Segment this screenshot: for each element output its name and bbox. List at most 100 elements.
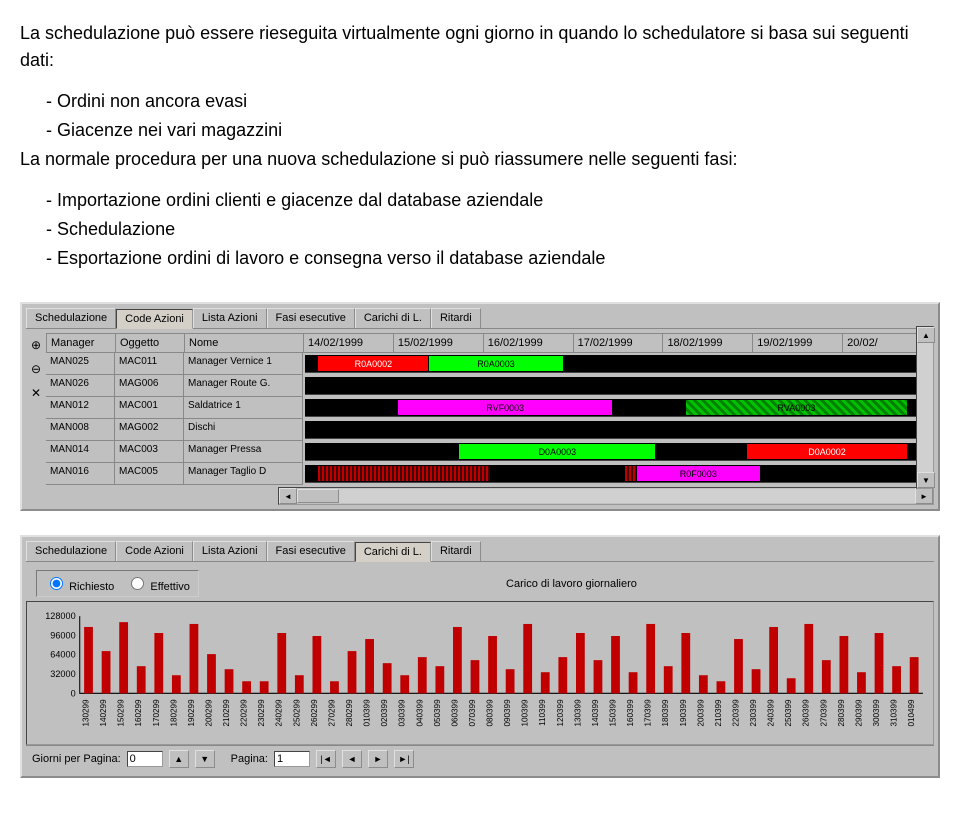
- svg-text:260299: 260299: [310, 699, 319, 727]
- row-cell: MAN026: [46, 375, 115, 397]
- tab-carichi-di-l.[interactable]: Carichi di L.: [355, 542, 431, 562]
- svg-text:160299: 160299: [134, 699, 143, 727]
- vertical-scrollbar[interactable]: ▲ ▼: [916, 326, 934, 489]
- gantt-row: MAN026MAG006Manager Route G.: [46, 375, 934, 397]
- gantt-bar[interactable]: R0F0003: [636, 465, 761, 482]
- chart-bar: [172, 675, 181, 693]
- chart-bar: [717, 681, 726, 693]
- gantt-header: ManagerOggettoNome14/02/199915/02/199916…: [46, 333, 934, 353]
- svg-text:128000: 128000: [45, 611, 75, 621]
- svg-text:140299: 140299: [99, 699, 108, 727]
- chart-bar: [875, 633, 884, 693]
- gantt-track: [305, 421, 918, 439]
- tab-schedulazione[interactable]: Schedulazione: [26, 541, 116, 561]
- close-icon[interactable]: ✕: [28, 385, 44, 401]
- svg-text:290399: 290399: [854, 699, 863, 727]
- chart-bar: [400, 675, 409, 693]
- page-last-button[interactable]: ►|: [394, 750, 414, 768]
- days-up-button[interactable]: ▲: [169, 750, 189, 768]
- chart-bar: [681, 633, 690, 693]
- tab-code-azioni[interactable]: Code Azioni: [116, 309, 193, 329]
- page-next-button[interactable]: ►: [368, 750, 388, 768]
- scroll-right-button[interactable]: ►: [915, 488, 933, 504]
- tab-schedulazione[interactable]: Schedulazione: [26, 308, 116, 328]
- page-first-button[interactable]: |◄: [316, 750, 336, 768]
- gantt-tabs: SchedulazioneCode AzioniLista AzioniFasi…: [26, 308, 934, 329]
- radio-effettivo[interactable]: Effettivo: [126, 574, 190, 593]
- zoom-out-icon[interactable]: ⊖: [28, 361, 44, 377]
- date-header: 16/02/1999: [484, 334, 574, 352]
- scroll-left-button[interactable]: ◄: [279, 488, 297, 504]
- gantt-panel: SchedulazioneCode AzioniLista AzioniFasi…: [20, 302, 940, 511]
- tab-code-azioni[interactable]: Code Azioni: [116, 541, 193, 561]
- intro-li5: Esportazione ordini di lavoro e consegna…: [46, 245, 940, 272]
- svg-text:210399: 210399: [714, 699, 723, 727]
- chart-bar: [629, 672, 638, 693]
- gantt-bar[interactable]: R0A0003: [428, 355, 565, 372]
- gantt-main: ManagerOggettoNome14/02/199915/02/199916…: [46, 333, 934, 505]
- col-header: Nome: [185, 334, 304, 352]
- gantt-track: D0A0003 D0A0002: [305, 443, 918, 461]
- svg-text:210299: 210299: [222, 699, 231, 727]
- days-down-button[interactable]: ▼: [195, 750, 215, 768]
- gantt-bar[interactable]: RVF0003: [397, 399, 614, 416]
- chart-area: 1280009600064000320000130299140299150299…: [26, 601, 934, 745]
- horizontal-scrollbar[interactable]: ◄ ►: [278, 487, 934, 505]
- svg-text:270399: 270399: [819, 699, 828, 727]
- row-cell: MAN016: [46, 463, 115, 485]
- scroll-thumb[interactable]: [297, 489, 339, 503]
- zoom-in-icon[interactable]: ⊕: [28, 337, 44, 353]
- svg-text:160399: 160399: [626, 699, 635, 727]
- gantt-bar[interactable]: D0A0002: [746, 443, 907, 460]
- row-cell: MAN014: [46, 441, 115, 463]
- tab-fasi-esecutive[interactable]: Fasi esecutive: [267, 541, 355, 561]
- tab-ritardi[interactable]: Ritardi: [431, 541, 481, 561]
- chart-bar: [594, 660, 603, 693]
- svg-text:280399: 280399: [837, 699, 846, 727]
- row-cell: Manager Vernice 1: [184, 353, 303, 375]
- gantt-bar[interactable]: RVA0003: [685, 399, 908, 416]
- page-prev-button[interactable]: ◄: [342, 750, 362, 768]
- svg-text:96000: 96000: [50, 630, 75, 640]
- intro-li2: Giacenze nei vari magazzini: [46, 117, 940, 144]
- chart-bar: [435, 666, 444, 693]
- row-cell: MAN008: [46, 419, 115, 441]
- scroll-down-button[interactable]: ▼: [917, 472, 935, 488]
- chart-bar: [154, 633, 163, 693]
- gantt-bar[interactable]: D0A0003: [458, 443, 656, 460]
- chart-bar: [558, 657, 567, 693]
- chart-bar: [453, 627, 462, 693]
- page-input[interactable]: [274, 751, 310, 767]
- chart-bar: [295, 675, 304, 693]
- chart-bar: [506, 669, 515, 693]
- intro-li3: Importazione ordini clienti e giacenze d…: [46, 187, 940, 214]
- intro-li4: Schedulazione: [46, 216, 940, 243]
- svg-text:200399: 200399: [696, 699, 705, 727]
- tab-lista-azioni[interactable]: Lista Azioni: [193, 541, 267, 561]
- scroll-up-button[interactable]: ▲: [917, 327, 935, 343]
- chart-bar: [488, 636, 497, 693]
- gantt-row: MAN012MAC001Saldatrice 1RVF0003RVA0003: [46, 397, 934, 419]
- chart-panel: SchedulazioneCode AzioniLista AzioniFasi…: [20, 535, 940, 778]
- svg-text:64000: 64000: [50, 650, 75, 660]
- row-cell: MAC003: [115, 441, 184, 463]
- chart-bar: [190, 624, 199, 693]
- tab-lista-azioni[interactable]: Lista Azioni: [193, 308, 267, 328]
- chart-bar: [910, 657, 919, 693]
- tab-fasi-esecutive[interactable]: Fasi esecutive: [267, 308, 355, 328]
- date-header: 18/02/1999: [663, 334, 753, 352]
- gantt-bar[interactable]: R0A0002: [317, 355, 429, 372]
- days-per-page-input[interactable]: [127, 751, 163, 767]
- bar-chart: 1280009600064000320000130299140299150299…: [33, 608, 927, 738]
- svg-text:070399: 070399: [468, 699, 477, 727]
- tab-carichi-di-l.[interactable]: Carichi di L.: [355, 308, 431, 328]
- gantt-bar[interactable]: [317, 465, 491, 482]
- chart-bar: [119, 622, 128, 693]
- svg-text:260399: 260399: [802, 699, 811, 727]
- chart-bar: [471, 660, 480, 693]
- row-cell: Manager Pressa: [184, 441, 303, 463]
- tab-ritardi[interactable]: Ritardi: [431, 308, 481, 328]
- svg-text:060399: 060399: [450, 699, 459, 727]
- radio-richiesto[interactable]: Richiesto: [45, 574, 114, 593]
- col-header: Oggetto: [116, 334, 185, 352]
